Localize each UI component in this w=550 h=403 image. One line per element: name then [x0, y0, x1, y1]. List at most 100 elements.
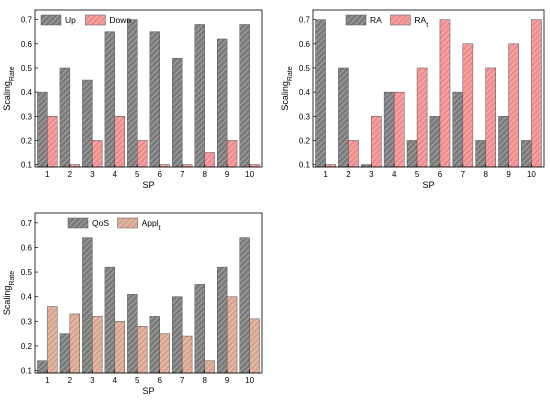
bar-a-sp2: [59, 67, 71, 168]
x-tick-label: 10: [527, 170, 536, 179]
chart-panel-2: 0.1 0.2 0.3 0.4 0.5 0.6 0.7 1 2 3 4 5 6 7 8 9 10 SP Scalin…: [280, 9, 545, 190]
x-tick-label: 7: [461, 170, 466, 179]
bar-a-sp9: [217, 38, 228, 168]
x-tick-label: 9: [225, 376, 230, 385]
x-tick-label: 1: [45, 170, 50, 179]
x-tick-label: 2: [68, 170, 73, 179]
y-tick-label: 0.2: [299, 136, 311, 145]
x-tick-label: 2: [68, 376, 73, 385]
bar-a-sp4: [104, 31, 116, 168]
x-tick-label: 8: [483, 170, 488, 179]
bar-b-sp8: [204, 360, 215, 374]
x-tick-label: 3: [90, 170, 95, 179]
bar-b-sp1: [47, 306, 58, 374]
y-tick-label: 0.4: [299, 88, 311, 97]
bar-b-sp4: [114, 321, 125, 374]
x-tick-label: 7: [180, 170, 185, 179]
bar-a-sp6: [429, 116, 441, 168]
bar-a-sp8: [475, 140, 486, 168]
bar-a-sp5: [127, 19, 138, 168]
legend-swatch: [117, 217, 138, 229]
x-tick-label: 3: [369, 170, 374, 179]
bar-a-sp10: [239, 237, 250, 374]
legend-label: RAt: [414, 15, 428, 29]
bar-b-sp2: [69, 313, 80, 374]
y-tick-label: 0.2: [21, 342, 33, 351]
legend-swatch: [345, 14, 367, 26]
y-tick-label: 0.5: [21, 64, 33, 73]
x-tick-label: 10: [245, 170, 254, 179]
legend-label: RA: [370, 15, 382, 25]
x-tick-label: 5: [415, 170, 420, 179]
bar-a-sp7: [172, 296, 183, 374]
y-axis-title: ScalingRate: [2, 271, 16, 315]
x-tick-label: 7: [180, 376, 185, 385]
bar-b-sp10: [531, 19, 542, 168]
bar-a-sp1: [315, 19, 326, 168]
bar-b-sp5: [137, 325, 148, 374]
y-axis-title: ScalingRate: [2, 66, 16, 110]
bar-b-sp7: [462, 43, 474, 168]
bar-b-sp6: [439, 19, 451, 168]
y-axis-title: ScalingRate: [280, 66, 294, 110]
legend-swatch: [67, 217, 89, 229]
y-tick-label: 0.5: [299, 64, 311, 73]
bar-a-sp10: [521, 140, 532, 168]
y-tick-label: 0.1: [299, 161, 311, 170]
y-tick-label: 0.3: [21, 317, 33, 326]
y-tick-label: 0.7: [21, 16, 33, 25]
bar-a-sp10: [239, 24, 250, 168]
x-axis-title: SP: [142, 180, 154, 190]
legend-label: Up: [65, 15, 76, 25]
bar-b-sp6: [159, 333, 170, 374]
y-tick-label: 0.6: [299, 40, 311, 49]
bar-a-sp9: [498, 116, 509, 168]
legend-swatch: [390, 14, 411, 26]
bar-a-sp9: [217, 266, 228, 374]
x-tick-label: 2: [346, 170, 351, 179]
bar-b-sp9: [508, 43, 519, 168]
bar-b-sp3: [92, 140, 103, 168]
bar-a-sp7: [452, 91, 464, 168]
bar-a-sp1: [37, 91, 48, 168]
x-tick-label: 6: [438, 170, 443, 179]
bar-b-sp8: [204, 152, 215, 168]
bar-a-sp6: [149, 316, 160, 374]
x-tick-label: 5: [135, 376, 140, 385]
x-tick-label: 1: [45, 376, 50, 385]
legend-swatch: [40, 14, 62, 26]
bar-b-sp8: [485, 67, 496, 168]
bar-a-sp5: [127, 293, 138, 374]
y-tick-label: 0.4: [21, 293, 33, 302]
bar-b-sp5: [137, 140, 148, 168]
bar-b-sp4: [393, 91, 405, 168]
x-tick-label: 6: [158, 170, 163, 179]
bar-a-sp2: [338, 67, 349, 168]
bar-a-sp7: [172, 58, 183, 168]
y-tick-label: 0.6: [21, 243, 33, 252]
x-tick-label: 3: [90, 376, 95, 385]
plot-frame: [312, 9, 545, 168]
legend-swatch: [85, 14, 106, 26]
bar-a-sp6: [149, 31, 160, 168]
x-tick-label: 4: [113, 376, 118, 385]
x-tick-label: 8: [202, 376, 207, 385]
bar-a-sp2: [59, 333, 71, 374]
bar-a-sp4: [383, 91, 395, 168]
chart-panel-3: 0.1 0.2 0.3 0.4 0.5 0.6 0.7 1 2 3 4 5 6 7 8 9 10 SP Scalin…: [2, 212, 263, 396]
y-tick-label: 0.7: [21, 219, 33, 228]
x-tick-label: 9: [506, 170, 511, 179]
x-tick-label: 4: [392, 170, 397, 179]
bar-b-sp9: [226, 140, 238, 168]
legend: QoS Applt: [67, 217, 161, 232]
bar-b-sp3: [92, 316, 103, 374]
y-tick-label: 0.3: [21, 112, 33, 121]
x-tick-label: 10: [245, 376, 254, 385]
y-tick-label: 0.6: [21, 40, 33, 49]
plot-frame: [34, 212, 263, 374]
legend-label: QoS: [92, 218, 109, 228]
bar-b-sp5: [416, 67, 428, 168]
bar-a-sp8: [194, 284, 205, 374]
bar-b-sp9: [226, 296, 238, 374]
bar-a-sp4: [104, 266, 116, 374]
